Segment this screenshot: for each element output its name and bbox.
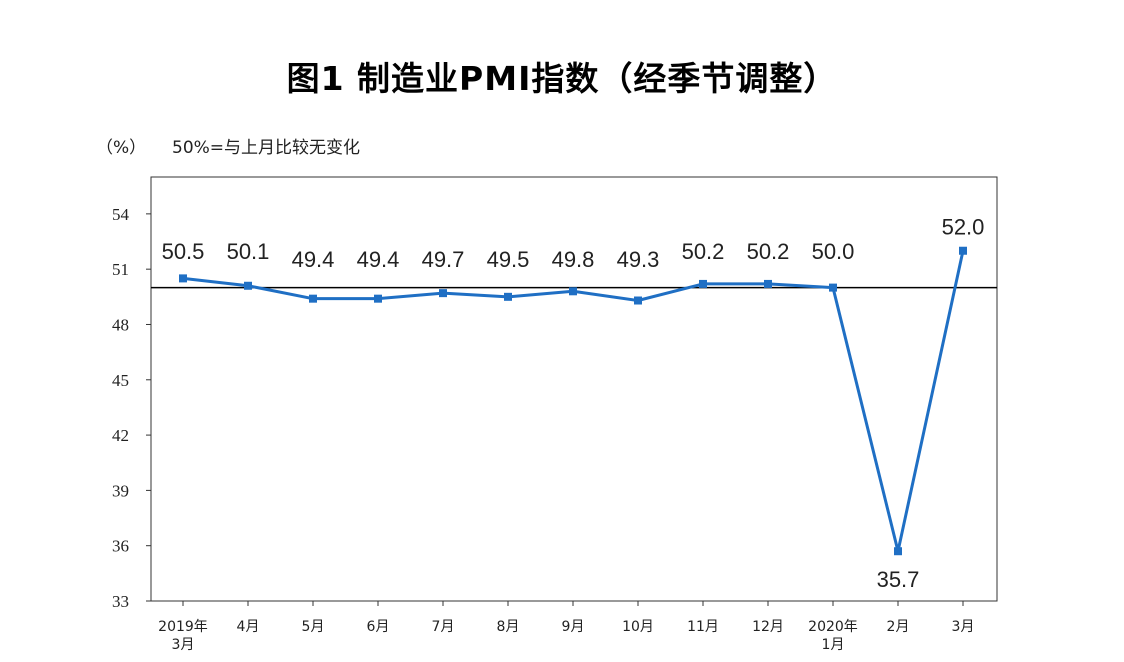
data-label: 49.7 [422, 247, 465, 272]
series-line-pmi [182, 250, 965, 553]
y-tick-label: 45 [112, 371, 129, 390]
y-tick-label: 51 [112, 260, 129, 279]
x-tick-label: 12月 [752, 619, 784, 635]
data-label: 50.2 [682, 239, 725, 264]
x-tick-label: 8月 [497, 619, 520, 635]
data-label: 50.5 [162, 239, 205, 264]
data-point [569, 287, 577, 296]
data-label: 50.2 [747, 239, 790, 264]
y-tick-label: 39 [112, 481, 129, 500]
data-labels: 50.5 50.1 49.4 49.4 49.7 49.5 49.8 49.3 50.2 50.2… [162, 215, 985, 592]
x-tick-label: 2019年 3月 [158, 619, 208, 653]
y-axis-unit: （%） [96, 138, 147, 158]
data-point [179, 274, 187, 283]
data-point [894, 547, 902, 556]
x-tick-label: 4月 [237, 619, 260, 635]
x-tick-label: 6月 [367, 619, 390, 635]
x-tick-label: 9月 [562, 619, 585, 635]
data-point [634, 296, 642, 305]
x-tick-label: 3月 [952, 619, 975, 635]
data-label: 49.8 [552, 247, 595, 272]
y-tick-label: 36 [112, 537, 129, 556]
data-point [829, 283, 837, 292]
data-point [764, 279, 772, 288]
data-point [309, 294, 317, 303]
data-label: 49.4 [292, 247, 335, 272]
x-tick-label: 7月 [432, 619, 455, 635]
data-point [959, 246, 967, 255]
x-tick-label: 2月 [887, 619, 910, 635]
y-tick-label: 33 [112, 592, 129, 611]
data-label: 52.0 [942, 215, 985, 240]
x-tick-label: 5月 [302, 619, 325, 635]
x-tick-label: 10月 [622, 619, 654, 635]
x-tick-label: 11月 [687, 619, 719, 635]
data-point [439, 289, 447, 298]
data-label: 49.3 [617, 247, 660, 272]
data-label: 49.5 [487, 247, 530, 272]
data-label: 35.7 [877, 567, 920, 592]
data-point [374, 294, 382, 303]
chart-title: 图1 制造业PMI指数（经季节调整） [286, 59, 838, 98]
data-label: 49.4 [357, 247, 400, 272]
y-axis: 33 36 39 42 45 48 51 54 [112, 205, 151, 611]
y-tick-label: 42 [112, 426, 129, 445]
data-label: 50.1 [227, 239, 270, 264]
data-point [504, 292, 512, 301]
data-point [699, 279, 707, 288]
data-points [179, 246, 967, 556]
x-tick-label: 2020年 1月 [808, 619, 858, 653]
chart-note: 50%=与上月比较无变化 [172, 138, 361, 158]
x-axis: 2019年 3月 4月 5月 6月 7月 8月 9月 10月 11月 12月 2020年 1月 2月 3月 [158, 601, 974, 653]
plot-frame [150, 176, 998, 602]
data-label: 50.0 [812, 239, 855, 264]
data-point [244, 281, 252, 290]
y-tick-label: 54 [112, 205, 130, 224]
y-tick-label: 48 [112, 315, 129, 334]
